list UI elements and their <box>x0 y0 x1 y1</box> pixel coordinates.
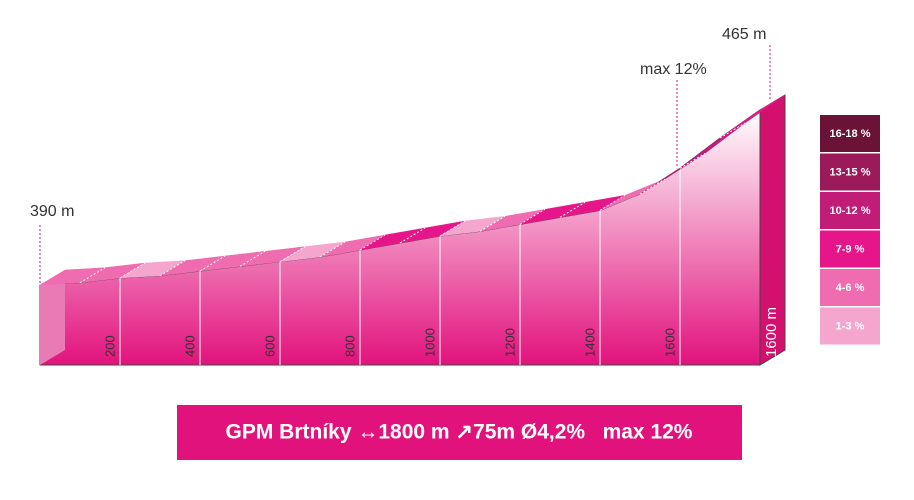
segment-divider <box>639 178 666 195</box>
axis-end-label: 1600 m <box>763 307 780 357</box>
x-tick-label: 1600 <box>662 328 677 357</box>
summary-banner <box>177 405 742 460</box>
legend-swatch <box>820 269 880 306</box>
segment-divider <box>319 241 346 258</box>
segment-divider <box>559 201 586 218</box>
legend-label: 1-3 % <box>836 320 865 332</box>
segment-divider <box>719 122 746 139</box>
x-tick-label: 200 <box>102 335 117 357</box>
legend-label: 4-6 % <box>836 282 865 294</box>
segment-divider <box>199 255 226 272</box>
summary-text: GPM Brtníky ↔1800 m ↗75m Ø4,2% max 12% <box>226 421 693 444</box>
legend-swatch <box>820 230 880 268</box>
segment-divider <box>399 227 426 244</box>
segment-divider <box>479 215 506 232</box>
max-gradient: max 12% <box>640 61 707 78</box>
segment-divider <box>119 262 146 279</box>
gradient-segment <box>719 94 786 139</box>
legend-label: 13-15 % <box>830 166 871 178</box>
segment-divider <box>599 194 626 211</box>
x-tick-label: 1000 <box>422 328 437 357</box>
start-elevation: 390 m <box>30 203 74 220</box>
segment-divider <box>239 250 266 267</box>
legend-swatch <box>820 153 880 191</box>
x-tick-label: 1400 <box>582 328 597 357</box>
end-elevation: 465 m <box>722 26 766 43</box>
legend-label: 16-18 % <box>830 128 871 140</box>
x-tick-label: 600 <box>262 335 277 357</box>
segment-divider <box>519 208 546 225</box>
segment-divider <box>279 246 306 263</box>
segment-divider <box>359 234 386 251</box>
segment-divider <box>439 220 466 237</box>
legend-swatch <box>820 192 880 229</box>
left-face <box>40 270 65 365</box>
segment-divider <box>679 152 706 169</box>
legend-swatch <box>820 115 880 152</box>
x-tick-label: 800 <box>342 335 357 357</box>
x-tick-label: 1200 <box>502 328 517 357</box>
x-tick-label: 400 <box>182 335 197 357</box>
legend-swatch <box>820 307 880 345</box>
segment-divider <box>159 260 186 277</box>
segment-divider <box>79 267 106 284</box>
legend-label: 7-9 % <box>836 243 865 255</box>
legend-label: 10-12 % <box>830 205 871 217</box>
